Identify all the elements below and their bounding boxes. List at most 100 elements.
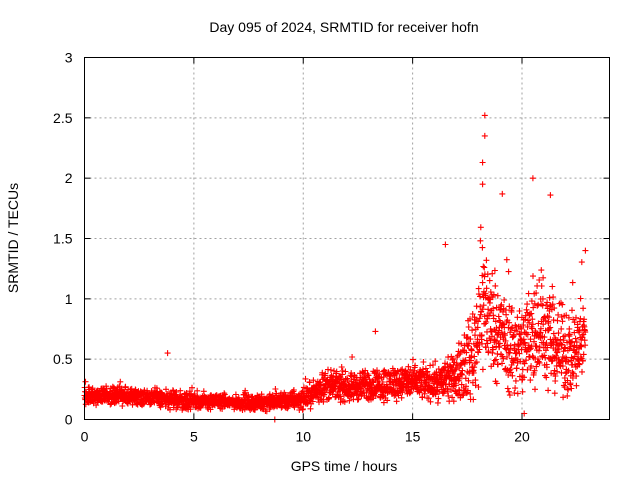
data-point: [499, 190, 506, 197]
data-point: [399, 389, 406, 396]
data-point: [167, 406, 173, 413]
data-point: [502, 337, 509, 344]
data-point: [575, 360, 582, 367]
data-point: [572, 335, 579, 342]
data-point: [565, 386, 572, 393]
data-point: [494, 292, 501, 299]
data-point: [456, 387, 463, 394]
data-point: [535, 301, 542, 308]
data-point: [547, 336, 554, 343]
data-point: [475, 384, 482, 390]
axis-ticks: [84, 57, 610, 420]
data-point: [475, 285, 482, 292]
data-point: [420, 371, 427, 378]
data-point: [450, 370, 457, 377]
data-point: [564, 377, 571, 384]
data-point: [550, 294, 557, 301]
data-point: [521, 374, 527, 381]
data-point: [453, 360, 460, 366]
data-point: [505, 268, 512, 275]
data-point: [341, 398, 348, 405]
data-point: [551, 305, 558, 312]
data-point: [547, 192, 554, 199]
data-point: [529, 175, 536, 182]
data-point: [399, 366, 406, 373]
data-point: [375, 373, 382, 380]
data-point: [485, 312, 492, 319]
data-point: [524, 301, 531, 308]
data-point: [514, 390, 521, 397]
data-point: [307, 405, 314, 412]
data-point: [464, 387, 471, 394]
y-tick-label: 0: [65, 412, 73, 428]
data-point: [581, 316, 588, 323]
data-point: [326, 394, 332, 401]
data-point: [529, 321, 536, 328]
data-point: [565, 314, 572, 321]
data-point: [319, 369, 326, 376]
data-point: [346, 397, 353, 404]
data-point: [527, 336, 534, 343]
data-point: [527, 377, 534, 384]
data-point: [559, 318, 566, 325]
y-tick-label: 3: [65, 50, 73, 66]
data-point: [548, 370, 555, 377]
data-point: [473, 303, 480, 310]
data-point: [384, 397, 391, 404]
data-point: [539, 295, 546, 302]
data-point: [576, 327, 583, 334]
data-point: [476, 315, 483, 322]
data-point: [419, 394, 426, 400]
data-point: [510, 332, 517, 339]
data-point: [528, 363, 535, 370]
data-point: [349, 354, 356, 360]
data-point: [194, 387, 201, 394]
data-point: [407, 389, 414, 396]
data-point: [521, 360, 528, 367]
data-point: [550, 317, 557, 324]
data-point: [333, 368, 340, 375]
data-point: [517, 330, 524, 337]
x-tick-labels: 0 5 10 15 20: [81, 429, 530, 445]
data-point: [516, 341, 522, 348]
data-point: [119, 403, 126, 409]
data-point: [456, 375, 463, 382]
y-tick-label: 1: [65, 291, 73, 307]
data-point: [465, 343, 472, 349]
data-point: [122, 383, 129, 390]
data-point: [513, 365, 520, 372]
data-point: [560, 394, 567, 401]
data-point: [354, 396, 361, 403]
data-point: [518, 337, 525, 343]
data-point: [512, 385, 519, 392]
data-point: [468, 347, 475, 354]
data-point: [488, 328, 495, 335]
data-point: [561, 384, 568, 391]
data-point: [509, 305, 515, 311]
data-point: [552, 373, 559, 379]
data-point: [463, 349, 470, 356]
data-point: [112, 399, 119, 406]
data-point: [520, 322, 527, 329]
data-point: [320, 398, 327, 405]
data-point: [450, 355, 457, 362]
data-point: [433, 386, 440, 393]
data-point: [421, 390, 428, 397]
data-point: [402, 367, 409, 374]
data-point: [467, 390, 474, 397]
data-point: [554, 349, 561, 356]
data-point: [559, 363, 566, 369]
data-point: [89, 385, 96, 392]
data-point: [523, 306, 530, 313]
data-point: [476, 346, 483, 353]
data-point: [422, 365, 429, 372]
data-point: [372, 328, 379, 335]
data-point: [505, 388, 512, 395]
data-point: [479, 366, 486, 373]
data-point: [516, 350, 523, 357]
data-point: [481, 112, 488, 119]
data-point: [575, 351, 582, 357]
data-point: [406, 390, 413, 397]
data-point: [536, 359, 543, 366]
